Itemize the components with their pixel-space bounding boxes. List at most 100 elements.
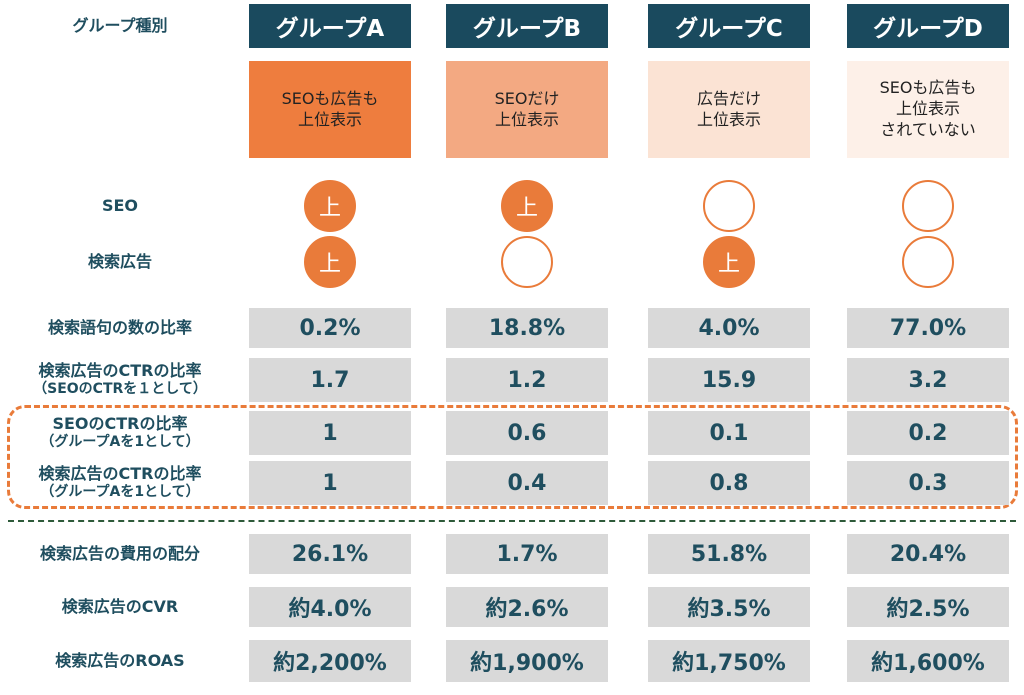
group-desc-a-line: 上位表示 [297, 109, 362, 129]
group-header-b-text: グループB [472, 16, 582, 42]
group-header-a-text: グループA [275, 16, 385, 42]
metric-cell: 51.8% [648, 534, 810, 574]
metric-value: 1.2 [507, 367, 547, 393]
group-desc-b-line: 上位表示 [494, 109, 559, 129]
metric-cell: 1 [249, 411, 411, 455]
metric-row-label: 検索広告のCTRの比率 （SEOのCTRを１として） [0, 358, 240, 402]
ad-indicator-b [501, 236, 553, 288]
ad-row-label: 検索広告 [0, 236, 240, 288]
metric-cell: 約1,750% [648, 640, 810, 682]
metric-row-label-text: 検索広告のROAS [55, 651, 185, 670]
metric-cell: 1.2 [446, 358, 608, 402]
metric-cell: 20.4% [847, 534, 1009, 574]
metric-cell: 約1,900% [446, 640, 608, 682]
metric-cell: 約2,200% [249, 640, 411, 682]
group-desc-c: 広告だけ 上位表示 [648, 61, 810, 158]
metric-value: 約2.6% [485, 597, 569, 622]
metric-value: 0.1 [709, 420, 749, 446]
group-desc-d: SEOも広告も 上位表示 されていない [847, 61, 1009, 158]
metric-cell: 約2.5% [847, 587, 1009, 627]
metric-value: 15.9 [701, 367, 757, 393]
metric-value: 77.0% [889, 315, 967, 341]
metric-value: 1 [322, 420, 338, 446]
metric-cell: 0.1 [648, 411, 810, 455]
ad-indicator-a-text: 上 [318, 252, 341, 277]
metric-cell: 約2.6% [446, 587, 608, 627]
section-divider [8, 520, 1016, 522]
highlight-dashed-box [7, 405, 1018, 509]
metric-row-label: 検索語句の数の比率 [0, 308, 240, 348]
seo-indicator-a-text: 上 [318, 196, 341, 221]
ad-indicator-c-text: 上 [717, 252, 740, 277]
metric-value: 0.6 [507, 420, 547, 446]
group-header-d-text: グループD [873, 16, 983, 42]
metric-row-label-text: 検索広告の費用の配分 [39, 544, 200, 563]
metric-row-label: 検索広告のCTRの比率 （グループAを1として） [0, 461, 240, 505]
group-desc-c-line: 上位表示 [696, 109, 761, 129]
metric-value: 0.3 [908, 470, 948, 496]
metric-row-label-sub: （SEOのCTRを１として） [33, 381, 207, 398]
group-header-c: グループC [648, 4, 810, 48]
ad-indicator-d [902, 236, 954, 288]
metric-value: 4.0% [698, 315, 760, 341]
group-desc-a-line: SEOも広告も [281, 88, 379, 108]
metric-row-label-text: SEOのCTRの比率 [52, 414, 188, 434]
metric-value: 1.7% [496, 541, 558, 567]
metric-value: 約3.5% [687, 597, 771, 622]
metric-row-label-text: 検索広告のCTRの比率 [38, 464, 202, 484]
metric-cell: 0.6 [446, 411, 608, 455]
ad-indicator-a: 上 [304, 236, 356, 288]
metric-value: 0.4 [507, 470, 547, 496]
group-header-d: グループD [847, 4, 1009, 48]
metric-row-label: SEOのCTRの比率 （グループAを1として） [0, 411, 240, 455]
metric-row-label-sub: （グループAを1として） [40, 484, 200, 501]
metric-value: 26.1% [291, 541, 369, 567]
ad-indicator-c: 上 [703, 236, 755, 288]
group-desc-d-line: SEOも広告も [879, 78, 977, 98]
ad-row-label-text: 検索広告 [87, 252, 152, 271]
group-desc-a: SEOも広告も 上位表示 [249, 61, 411, 158]
metric-value: 3.2 [908, 367, 948, 393]
metric-cell: 0.8 [648, 461, 810, 505]
metric-value: 約4.0% [288, 597, 372, 622]
metric-cell: 0.2% [249, 308, 411, 348]
metric-cell: 0.2 [847, 411, 1009, 455]
metric-value: 約1,750% [672, 651, 786, 676]
group-desc-d-line: されていない [880, 119, 976, 139]
metric-cell: 4.0% [648, 308, 810, 348]
metric-value: 約1,900% [470, 651, 584, 676]
group-type-label-text: グループ種別 [72, 16, 168, 35]
group-header-b: グループB [446, 4, 608, 48]
metric-cell: 18.8% [446, 308, 608, 348]
metric-cell: 26.1% [249, 534, 411, 574]
group-desc-b-line: SEOだけ [494, 88, 560, 108]
metric-value: 1 [322, 470, 338, 496]
metric-value: 約1,600% [871, 651, 985, 676]
metric-cell: 15.9 [648, 358, 810, 402]
metric-cell: 0.3 [847, 461, 1009, 505]
group-desc-c-line: 広告だけ [696, 88, 761, 108]
metric-cell: 77.0% [847, 308, 1009, 348]
metric-value: 1.7 [310, 367, 350, 393]
group-desc-b: SEOだけ 上位表示 [446, 61, 608, 158]
seo-row-label: SEO [0, 180, 240, 232]
metric-value: 51.8% [690, 541, 768, 567]
metric-cell: 1.7% [446, 534, 608, 574]
metric-cell: 3.2 [847, 358, 1009, 402]
metric-value: 20.4% [889, 541, 967, 567]
seo-indicator-b: 上 [501, 180, 553, 232]
metric-row-label-sub: （グループAを1として） [40, 434, 200, 451]
metric-value: 約2,200% [273, 651, 387, 676]
group-type-label: グループ種別 [0, 4, 240, 48]
metric-value: 0.2% [299, 315, 361, 341]
metric-row-label: 検索広告のROAS [0, 640, 240, 682]
metric-cell: 約4.0% [249, 587, 411, 627]
group-header-c-text: グループC [675, 16, 783, 42]
metric-row-label-text: 検索広告のCTRの比率 [38, 361, 202, 381]
metric-value: 0.2 [908, 420, 948, 446]
metric-cell: 約1,600% [847, 640, 1009, 682]
seo-indicator-c [703, 180, 755, 232]
seo-row-label-text: SEO [101, 196, 139, 215]
metric-cell: 約3.5% [648, 587, 810, 627]
metric-row-label-text: 検索語句の数の比率 [47, 318, 192, 337]
